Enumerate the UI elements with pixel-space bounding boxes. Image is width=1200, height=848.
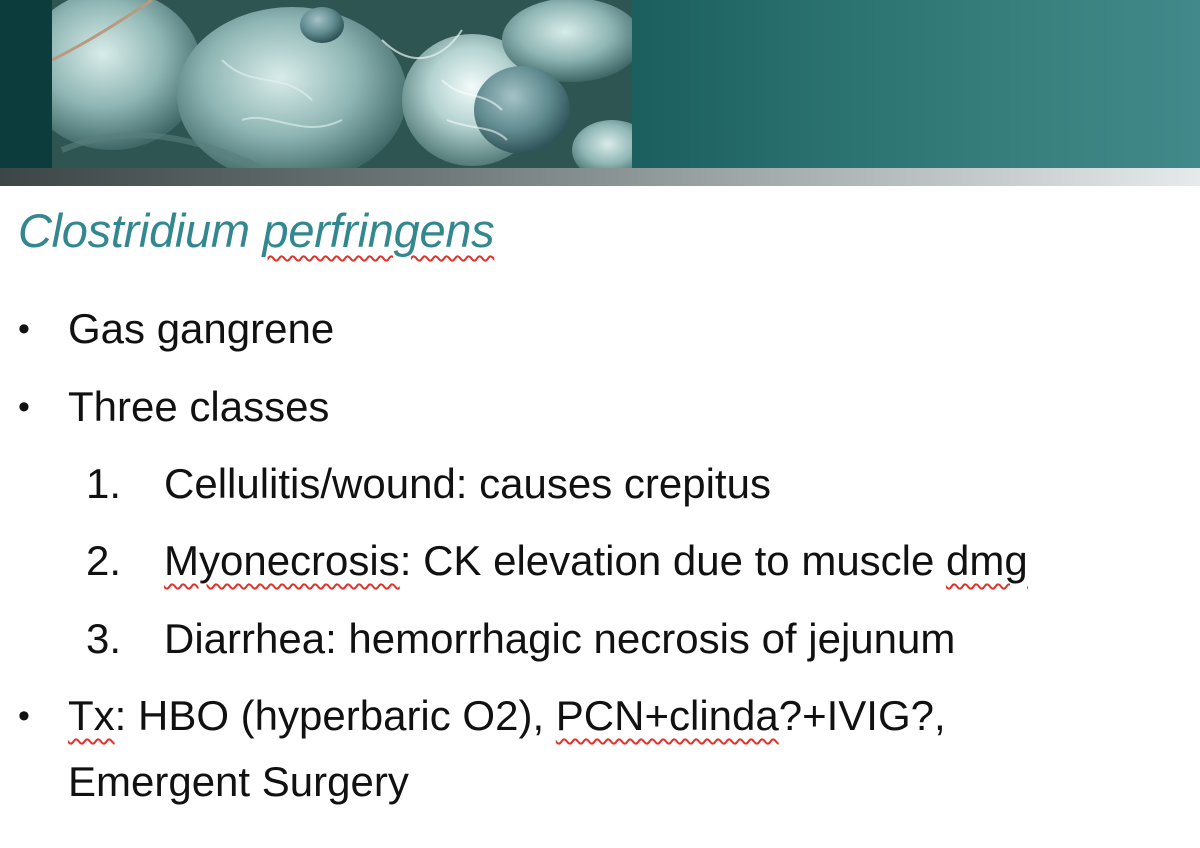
item-number: 1. [86,460,122,507]
spell-flagged-word: Myonecrosis [164,537,400,584]
item-text: Myonecrosis: CK elevation due to muscle … [164,535,1028,587]
treatment-tail: ?+IVIG?, [778,692,946,739]
item-number: 2. [86,537,122,584]
item-text: Cellulitis/wound: causes crepitus [164,460,771,507]
bullet-text: Gas gangrene [68,305,335,352]
banner-dark-stripe [0,0,52,168]
bullet-marker: • [18,388,30,426]
bullet-text: Three classes [68,383,330,430]
banner-shadow-bar [0,168,1200,186]
title-species: perfringens [262,204,495,257]
bullet-marker: • [18,310,30,348]
item-text: Diarrhea: hemorrhagic necrosis of jejunu… [164,615,956,662]
title-genus: Clostridium [18,204,250,257]
spell-flagged-word: dmg [946,537,1028,584]
bacteria-micrograph-image [52,0,632,168]
treatment-text: : HBO (hyperbaric O2), [114,692,556,739]
spell-flagged-word: Tx [68,692,115,739]
header-banner [0,0,1200,168]
banner-teal-panel [632,0,1200,168]
item-text-middle: : CK elevation due to muscle [399,537,947,584]
spell-flagged-word: PCN+clinda [555,692,779,739]
slide-title: Clostridium perfringens [18,203,495,258]
bullet-marker: • [18,697,30,735]
item-number: 3. [86,615,122,662]
treatment-line-2: Emergent Surgery [68,758,409,805]
treatment-line-1: Tx: HBO (hyperbaric O2), PCN+clinda?+IVI… [68,690,946,742]
